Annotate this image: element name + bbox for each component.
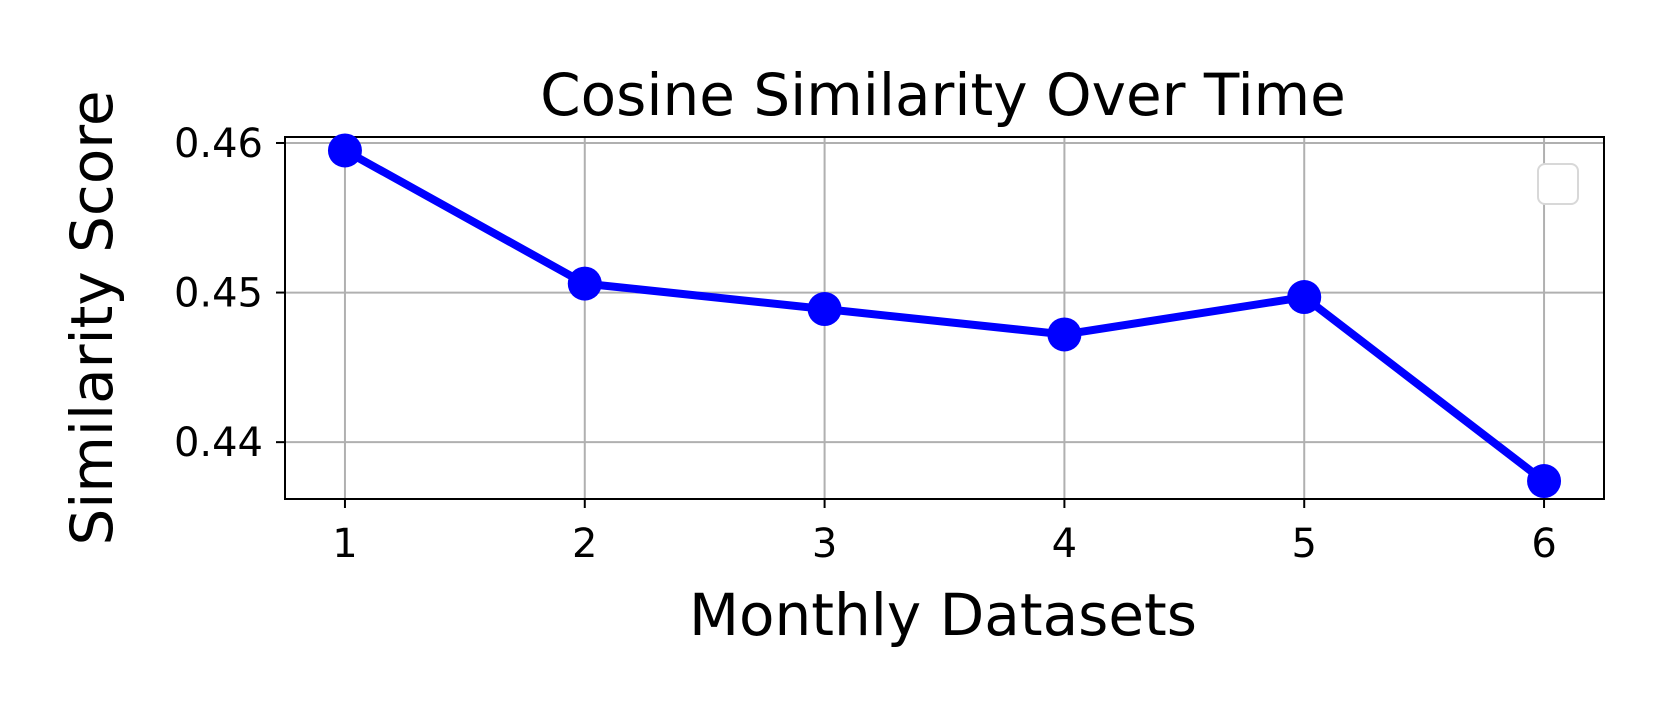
x-tick-label: 1 [332, 521, 357, 567]
chart-title: Cosine Similarity Over Time [540, 61, 1346, 129]
x-tick-label: 2 [572, 521, 597, 567]
x-axis-title: Monthly Datasets [689, 581, 1197, 649]
data-point [327, 133, 362, 168]
legend-box [1537, 163, 1579, 205]
x-tick-label: 3 [812, 521, 837, 567]
y-tick-label: 0.46 [174, 121, 263, 167]
x-tick-label: 5 [1292, 521, 1317, 567]
data-point [1527, 464, 1562, 499]
y-axis-title: Similarity Score [58, 90, 126, 545]
y-tick-label: 0.45 [174, 271, 263, 317]
y-tick-label: 0.44 [174, 420, 263, 466]
x-tick-label: 4 [1052, 521, 1077, 567]
axis-ticks: 1 2 3 4 5 6 0.44 0.45 0.46 [174, 121, 1557, 567]
data-point [567, 266, 602, 301]
data-point [1047, 317, 1082, 352]
series-layer [327, 133, 1562, 499]
data-point [807, 292, 842, 327]
series-line [340, 146, 1549, 486]
plot-frame [284, 136, 1605, 500]
data-point [1287, 280, 1322, 315]
x-tick-label: 6 [1531, 521, 1556, 567]
